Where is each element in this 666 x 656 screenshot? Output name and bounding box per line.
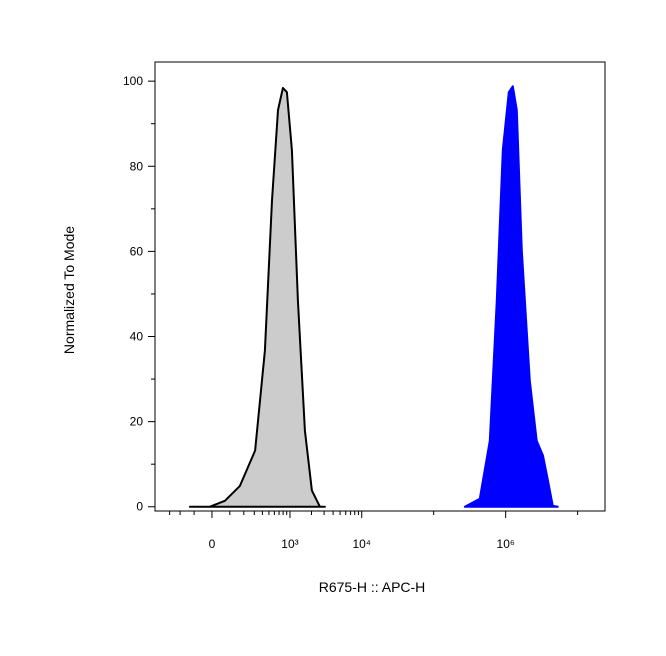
histogram-area <box>188 87 326 508</box>
y-tick-label: 20 <box>130 415 144 429</box>
x-tick-label: 0 <box>209 537 216 551</box>
plot-frame <box>154 61 606 512</box>
y-tick-label: 100 <box>123 74 143 88</box>
x-tick-label: 10⁴ <box>352 537 371 551</box>
histogram-area <box>463 85 559 508</box>
x-tick-label: 10⁶ <box>497 537 515 551</box>
y-tick-label: 0 <box>136 500 143 514</box>
y-axis-label: Normalized To Mode <box>61 226 77 354</box>
y-tick-label: 40 <box>130 330 144 344</box>
y-tick-label: 80 <box>130 159 144 173</box>
x-axis-label: R675-H :: APC-H <box>319 579 426 595</box>
x-tick-label: 10³ <box>281 537 298 551</box>
y-tick-label: 60 <box>130 244 144 258</box>
